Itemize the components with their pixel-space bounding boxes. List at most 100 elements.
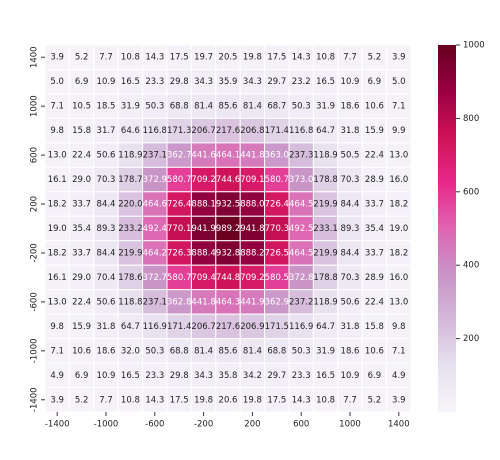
heatmap-cell	[190, 191, 217, 217]
cell-label: 50.3	[145, 346, 164, 356]
cell-label: 35.4	[72, 224, 91, 234]
cell-label: 18.6	[341, 102, 360, 112]
heatmap-cell	[190, 142, 217, 168]
cell-label: 9.9	[392, 126, 406, 136]
cell-label: 9.8	[50, 322, 64, 332]
x-tick-label: 1400	[388, 420, 410, 430]
cell-label: 84.4	[97, 248, 116, 258]
cell-label: 6.9	[75, 77, 89, 87]
cell-label: 888.1	[191, 200, 215, 210]
heatmap-cell	[288, 117, 314, 144]
heatmap-cell	[312, 362, 339, 389]
heatmap-cell	[337, 264, 363, 291]
x-tick-label: -600	[145, 420, 164, 430]
cell-label: 4.9	[50, 371, 64, 381]
cell-label: 372.7	[143, 273, 167, 283]
cell-label: 206.7	[191, 126, 215, 136]
y-tick-label: 600	[30, 147, 40, 163]
heatmap-cell	[190, 166, 217, 193]
heatmap-cell	[142, 215, 168, 242]
cell-label: 22.4	[365, 297, 384, 307]
cell-label: 3.9	[392, 395, 406, 405]
cell-label: 18.2	[48, 200, 67, 210]
heatmap-cell	[386, 264, 412, 291]
cell-label: 20.5	[219, 53, 238, 63]
cell-label: 81.4	[243, 346, 262, 356]
cell-label: 362.9	[265, 297, 289, 307]
cell-label: 16.5	[316, 371, 335, 381]
heatmap-cell	[239, 117, 266, 144]
x-tick-label: 1000	[339, 420, 361, 430]
cell-label: 20.6	[219, 395, 238, 405]
cell-label: 219.9	[313, 248, 337, 258]
cell-label: 16.5	[316, 77, 335, 87]
cell-label: 31.9	[121, 102, 140, 112]
cell-label: 5.2	[75, 395, 89, 405]
cell-label: 34.3	[194, 77, 213, 87]
cell-label: 171.4	[167, 322, 191, 332]
cell-label: 64.6	[121, 126, 140, 136]
heatmap-cell	[264, 166, 290, 193]
cell-label: 492.4	[143, 224, 167, 234]
cell-label: 941.9	[191, 224, 215, 234]
heatmap-cell	[44, 387, 70, 413]
cell-label: 81.4	[194, 346, 213, 356]
heatmap-cell	[239, 240, 266, 266]
heatmap-cell	[93, 215, 119, 242]
heatmap-cell	[264, 215, 290, 242]
cell-label: 219.9	[313, 200, 337, 210]
cell-label: 9.8	[392, 322, 406, 332]
cell-label: 19.0	[389, 224, 408, 234]
cell-label: 16.0	[389, 175, 408, 185]
cell-label: 31.9	[316, 102, 335, 112]
cell-label: 23.3	[145, 371, 164, 381]
cell-label: 68.8	[267, 346, 286, 356]
heatmap-cell	[44, 142, 70, 168]
cell-label: 7.7	[99, 395, 113, 405]
heatmap-cell	[386, 338, 412, 364]
cell-label: 118.9	[313, 297, 337, 307]
heatmap-cell	[44, 93, 70, 119]
cell-label: 15.9	[365, 126, 384, 136]
cell-label: 50.6	[341, 297, 360, 307]
heatmap-cell	[44, 191, 70, 217]
heatmap-cell	[312, 289, 339, 315]
heatmap-cell	[117, 68, 144, 95]
y-tick-label: 1000	[30, 95, 40, 117]
cell-label: 219.9	[118, 248, 142, 258]
cell-label: 50.6	[97, 151, 116, 161]
heatmap-cell	[239, 338, 266, 364]
cell-label: 709.2	[191, 175, 215, 185]
heatmap-cell	[361, 117, 388, 144]
cell-label: 13.0	[389, 297, 408, 307]
cell-label: 15.8	[72, 126, 91, 136]
cell-label: 6.9	[75, 371, 89, 381]
heatmap-cell	[215, 387, 241, 413]
cell-label: 10.9	[341, 371, 360, 381]
heatmap-cell	[361, 44, 388, 70]
cell-label: 3.9	[50, 395, 64, 405]
cell-label: 89.3	[97, 224, 116, 234]
heatmap-cell	[190, 240, 217, 266]
cell-label: 70.3	[341, 175, 360, 185]
cell-label: 10.9	[97, 371, 116, 381]
heatmap-cell	[361, 166, 388, 193]
cell-label: 10.6	[365, 346, 384, 356]
cell-label: 14.3	[145, 53, 164, 63]
heatmap-cell	[386, 166, 412, 193]
cell-label: 9.8	[50, 126, 64, 136]
heatmap-cell	[312, 166, 339, 193]
cell-label: 70.3	[341, 273, 360, 283]
cell-label: 19.8	[194, 395, 213, 405]
cell-label: 3.9	[50, 53, 64, 63]
cell-label: 441.8	[240, 151, 264, 161]
heatmap-cell	[337, 166, 363, 193]
cell-label: 10.8	[316, 395, 335, 405]
cell-label: 16.0	[389, 273, 408, 283]
cell-label: 178.6	[118, 273, 142, 283]
heatmap-cell	[312, 387, 339, 413]
cell-label: 22.4	[72, 297, 91, 307]
heatmap-cell	[68, 68, 95, 95]
cell-label: 64.7	[316, 322, 335, 332]
heatmap-cell	[44, 68, 70, 95]
